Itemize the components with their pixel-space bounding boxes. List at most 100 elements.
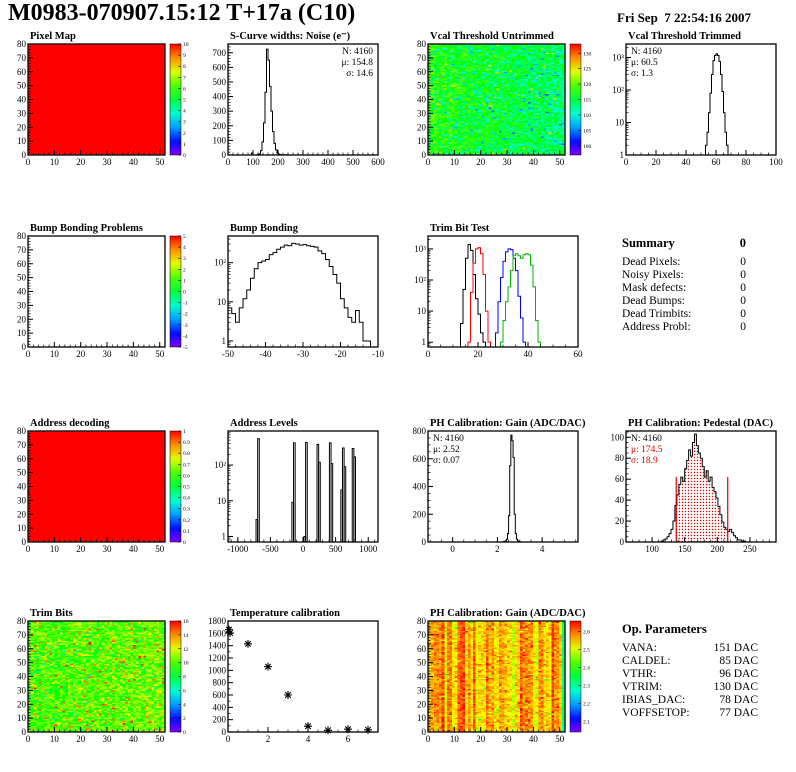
- svg-text:N: 4160: N: 4160: [631, 47, 662, 57]
- svg-text:100: 100: [769, 157, 783, 167]
- svg-text:μ: 60.5: μ: 60.5: [631, 58, 658, 68]
- svg-text:40: 40: [417, 672, 427, 682]
- svg-text:120: 120: [583, 82, 592, 88]
- svg-text:20: 20: [17, 509, 27, 519]
- svg-text:50: 50: [555, 157, 565, 167]
- svg-text:0: 0: [26, 734, 31, 744]
- ph-pedestal-chart: PH Calibration: Pedestal (DAC) N: 4160μ: …: [611, 418, 777, 554]
- svg-text:14: 14: [183, 633, 189, 639]
- svg-text:30: 30: [103, 544, 113, 554]
- report-date: Fri Sep 7 22:54:16 2007: [617, 10, 751, 25]
- svg-text:10: 10: [17, 328, 27, 338]
- svg-text:40: 40: [529, 157, 539, 167]
- svg-text:500: 500: [346, 157, 360, 167]
- summary-row: Mask defects: 0: [622, 281, 746, 294]
- svg-text:16: 16: [183, 619, 189, 625]
- panel-pixel-map: Pixel Map 0 1 2 3 4 5 6 7 8 9 10 0 10 20 30 40 50 0 10 20 30 4…: [2, 30, 198, 190]
- svg-text:2: 2: [266, 734, 271, 744]
- svg-text:50: 50: [417, 658, 427, 668]
- svg-text:1: 1: [183, 278, 186, 284]
- svg-text:60: 60: [417, 67, 427, 77]
- svg-text:2: 2: [183, 716, 186, 722]
- svg-text:40: 40: [129, 157, 139, 167]
- svg-text:60: 60: [17, 454, 27, 464]
- svg-text:70: 70: [17, 440, 27, 450]
- svg-text:80: 80: [17, 231, 27, 241]
- svg-text:70: 70: [417, 53, 427, 63]
- svg-text:30: 30: [17, 685, 27, 695]
- svg-text:30: 30: [417, 108, 427, 118]
- summary-title: Summary: [622, 236, 675, 250]
- svg-text:-20: -20: [335, 349, 347, 359]
- svg-text:-1: -1: [183, 301, 188, 307]
- page-title: M0983-070907.15:12 T+17a (C10): [8, 0, 356, 26]
- svg-text:125: 125: [583, 67, 592, 73]
- svg-text:70: 70: [17, 630, 27, 640]
- summary-row: Noisy Pixels: 0: [622, 268, 746, 281]
- svg-text:0: 0: [450, 544, 455, 554]
- svg-text:20: 20: [76, 734, 86, 744]
- svg-text:0: 0: [226, 157, 231, 167]
- svg-text:200: 200: [213, 121, 227, 131]
- summary-panel: Summary 0 Dead Pixels: 0 Noisy Pixels: 0 Mas…: [622, 236, 746, 333]
- temp-calibration-chart: Temperature calibration 0 2 4 6 0 200 400 600 800…: [208, 608, 379, 744]
- svg-text:80: 80: [742, 157, 752, 167]
- svg-text:0: 0: [183, 290, 186, 296]
- summary-row: Dead Trimbits: 0: [622, 307, 746, 320]
- svg-text:600: 600: [213, 62, 227, 72]
- svg-text:-5: -5: [183, 345, 188, 351]
- svg-text:PH Calibration: Gain (ADC/DAC): PH Calibration: Gain (ADC/DAC): [430, 418, 586, 429]
- svg-text:1400: 1400: [208, 641, 227, 651]
- svg-text:50: 50: [155, 734, 165, 744]
- svg-text:0: 0: [301, 544, 306, 554]
- svg-text:Pixel Map: Pixel Map: [30, 31, 76, 42]
- svg-text:30: 30: [417, 685, 427, 695]
- svg-text:80: 80: [17, 39, 27, 49]
- svg-text:50: 50: [555, 734, 565, 744]
- svg-text:250: 250: [743, 544, 757, 554]
- svg-text:1: 1: [183, 142, 186, 148]
- svg-text:40: 40: [17, 287, 27, 297]
- svg-text:10²: 10²: [612, 85, 624, 95]
- svg-text:10²: 10²: [214, 460, 226, 470]
- svg-text:80: 80: [417, 616, 427, 626]
- svg-text:10: 10: [615, 118, 625, 128]
- address-levels-chart: Address Levels -1000 -500 0 500 1000 1 10 10²: [214, 418, 379, 554]
- svg-text:10: 10: [217, 496, 227, 506]
- svg-text:1: 1: [422, 337, 427, 347]
- svg-text:600: 600: [413, 454, 427, 464]
- svg-text:40: 40: [615, 495, 625, 505]
- svg-text:10: 10: [17, 713, 27, 723]
- svg-text:10: 10: [17, 523, 27, 533]
- svg-text:115: 115: [583, 98, 591, 104]
- svg-text:0.2: 0.2: [183, 518, 190, 524]
- svg-text:60: 60: [712, 157, 722, 167]
- panel-ph-gain-hist: PH Calibration: Gain (ADC/DAC) N: 4160 μ: …: [402, 417, 598, 577]
- op-parameters-panel: Op. Parameters VANA: 151 DAC CALDEL: 85 DAC…: [622, 622, 758, 719]
- svg-text:10: 10: [450, 157, 460, 167]
- svg-text:70: 70: [17, 245, 27, 255]
- svg-text:20: 20: [17, 122, 27, 132]
- svg-text:20: 20: [76, 544, 86, 554]
- trim-bit-test-chart: Trim Bit Test 0 20 40 60 1 10 10² 10³: [414, 223, 583, 359]
- svg-text:1000: 1000: [359, 544, 378, 554]
- svg-text:5: 5: [183, 234, 186, 240]
- svg-text:8: 8: [183, 675, 186, 681]
- svg-text:2.6: 2.6: [583, 630, 590, 636]
- op-parameter-row: VANA: 151 DAC: [622, 642, 758, 654]
- svg-text:0: 0: [426, 157, 431, 167]
- svg-text:20: 20: [476, 157, 486, 167]
- svg-text:Temperature calibration: Temperature calibration: [230, 608, 340, 619]
- panel-address-decoding: Address decoding 0 0.1 0.2 0.3 0.4 0.5 0.6 0.7 0.…: [2, 417, 198, 577]
- summary-rows: Dead Pixels: 0 Noisy Pixels: 0 Mask defects:…: [622, 256, 746, 333]
- svg-text:110: 110: [583, 113, 591, 119]
- svg-text:40: 40: [524, 349, 534, 359]
- svg-text:1000: 1000: [208, 665, 227, 675]
- svg-text:0.8: 0.8: [183, 451, 190, 457]
- svg-text:4: 4: [306, 734, 311, 744]
- summary-row: Dead Pixels: 0: [622, 256, 746, 268]
- svg-text:0: 0: [426, 349, 431, 359]
- svg-text:10²: 10²: [414, 275, 426, 285]
